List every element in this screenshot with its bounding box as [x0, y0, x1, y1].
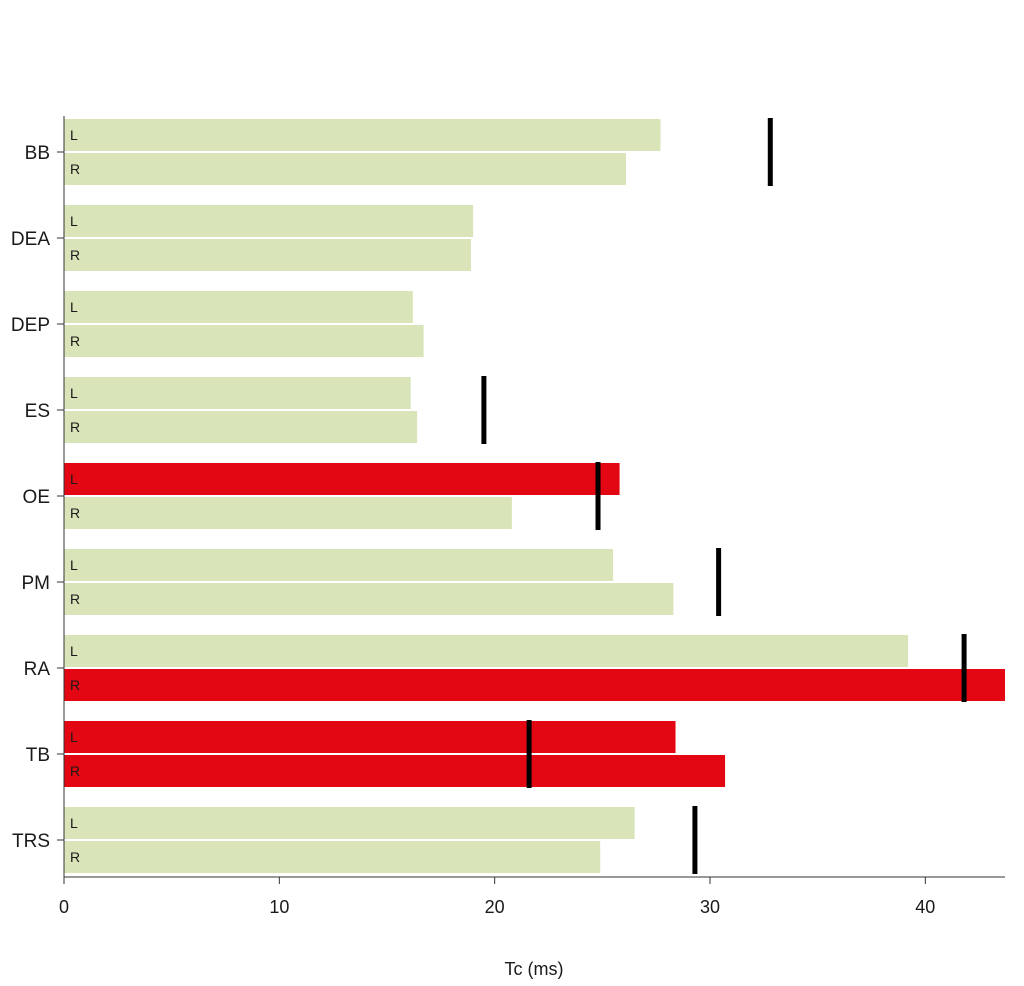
bar-tb-l: [64, 721, 676, 753]
side-label-tb-l: L: [70, 729, 78, 745]
bar-bb-r: [64, 153, 627, 185]
side-label-es-l: L: [70, 385, 78, 401]
side-label-pm-r: R: [70, 591, 80, 607]
x-tick-label-0: 0: [59, 897, 69, 917]
x-tick-label-20: 20: [485, 897, 505, 917]
side-label-dep-l: L: [70, 299, 78, 315]
x-tick-label-10: 10: [269, 897, 289, 917]
bars-layer: [64, 119, 1005, 873]
bar-ra-l: [64, 635, 909, 667]
category-label-dea: DEA: [11, 229, 50, 250]
bar-pm-l: [64, 549, 614, 581]
x-tick-label-40: 40: [915, 897, 935, 917]
x-tick-label-30: 30: [700, 897, 720, 917]
category-label-ra: RA: [24, 659, 51, 680]
side-label-ra-r: R: [70, 677, 80, 693]
category-label-dep: DEP: [11, 315, 50, 336]
category-label-bb: BB: [25, 143, 50, 164]
reference-lines-layer: [481, 118, 967, 874]
side-label-dep-r: R: [70, 333, 80, 349]
bar-oe-r: [64, 497, 512, 529]
side-label-bb-r: R: [70, 161, 80, 177]
side-label-dea-r: R: [70, 247, 80, 263]
bar-tb-r: [64, 755, 726, 787]
category-label-tb: TB: [26, 745, 50, 766]
bar-es-l: [64, 377, 411, 409]
bar-es-r: [64, 411, 418, 443]
bar-dep-l: [64, 291, 413, 323]
side-label-bb-l: L: [70, 127, 78, 143]
side-label-tb-r: R: [70, 763, 80, 779]
labels-layer: L R BB L R DEA L R DEP L R ES L R OE L R PM L R RA L R TB L R TRS 0…: [11, 127, 935, 917]
bar-pm-r: [64, 583, 674, 615]
bar-dea-r: [64, 239, 471, 271]
side-label-trs-r: R: [70, 849, 80, 865]
side-label-trs-l: L: [70, 815, 78, 831]
side-label-es-r: R: [70, 419, 80, 435]
x-axis-title: Tc (ms): [505, 959, 564, 979]
category-label-trs: TRS: [12, 831, 50, 852]
category-label-pm: PM: [22, 573, 51, 594]
side-label-dea-l: L: [70, 213, 78, 229]
side-label-pm-l: L: [70, 557, 78, 573]
bar-trs-l: [64, 807, 635, 839]
category-label-es: ES: [25, 401, 50, 422]
side-label-oe-r: R: [70, 505, 80, 521]
category-label-oe: OE: [23, 487, 50, 508]
bar-bb-l: [64, 119, 661, 151]
bar-trs-r: [64, 841, 601, 873]
bar-oe-l: [64, 463, 620, 495]
bar-dep-r: [64, 325, 424, 357]
bar-ra-r: [64, 669, 1005, 701]
bar-dea-l: [64, 205, 474, 237]
side-label-ra-l: L: [70, 643, 78, 659]
side-label-oe-l: L: [70, 471, 78, 487]
